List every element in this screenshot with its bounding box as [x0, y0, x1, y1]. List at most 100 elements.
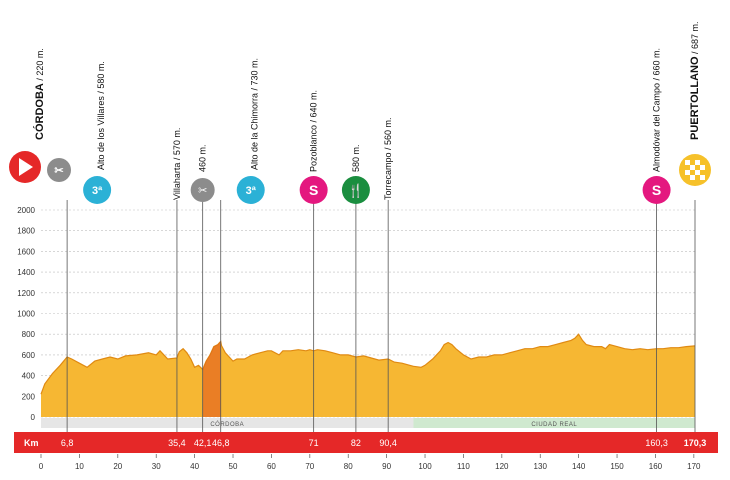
checkpoint-altitude: / 730 m.: [250, 58, 260, 93]
checkpoint-name: Villaharta: [172, 163, 182, 200]
finish-checker-cell: [690, 175, 695, 180]
checkpoint-name: CÓRDOBA: [33, 83, 46, 140]
checkpoint-altitude: / 570 m.: [172, 128, 182, 163]
checkpoint-altitude: / 660 m.: [652, 48, 662, 83]
checkpoint-altitude: / 560 m.: [383, 117, 393, 152]
region-label: CÓRDOBA: [210, 421, 244, 428]
checkpoint-lines: [66, 200, 696, 432]
feed-zone-glyph: 🍴: [348, 183, 364, 199]
finish-checker-cell: [690, 165, 695, 170]
checkpoint-name: 460 m.: [198, 144, 208, 172]
finish-checker-cell: [700, 165, 705, 170]
region-band-fill: [413, 418, 695, 428]
checkpoint-altitude: / 580 m.: [96, 61, 106, 96]
y-tick-label: 200: [22, 392, 36, 401]
x-tick-label: 150: [610, 462, 624, 471]
km-marker-label: 42,1: [194, 438, 212, 448]
sprint-label: S: [309, 182, 318, 198]
km-bar-background: [14, 432, 718, 453]
km-marker-label: 6,8: [61, 438, 74, 448]
y-tick-label: 800: [22, 330, 36, 339]
x-tick-label: 120: [495, 462, 509, 471]
climb-category-icon: [83, 176, 112, 204]
x-tick-label: 90: [382, 462, 391, 471]
axis-ticks: 0 200 400 600 800 1000 1200 1400 1600 1800 2000 0 10…: [17, 206, 701, 471]
neutral-start-glyph: ✂: [54, 165, 63, 177]
checkpoint-label: CÓRDOBA / 220 m.: [33, 48, 46, 140]
profile-line: [40, 333, 696, 395]
y-tick-label: 400: [22, 372, 36, 381]
feed-bag-icon: [190, 178, 215, 202]
climb-category-label: 3ª: [92, 185, 103, 197]
checkpoint-name: Alto de la Chimorra: [250, 93, 260, 170]
y-tick-label: 1400: [17, 268, 35, 277]
x-tick-label: 110: [457, 462, 470, 471]
checkpoint-labels: CÓRDOBA / 220 m. Alto de los Villares / 5…: [33, 21, 701, 200]
neutral-start-icon: [47, 158, 71, 182]
sprint-icon: [642, 176, 671, 204]
checkpoint-name: PUERTOLLANO: [689, 56, 701, 140]
region-label: CIUDAD REAL: [531, 422, 577, 428]
checkpoint-label: Alto de los Villares / 580 m.: [96, 61, 106, 170]
km-marker-label: 35,4: [168, 438, 186, 448]
y-tick-label: 2000: [17, 206, 35, 215]
x-tick-label: 50: [229, 462, 238, 471]
sprint-icon: [299, 176, 328, 204]
x-tick-label: 80: [344, 462, 353, 471]
x-tick-label: 160: [649, 462, 663, 471]
climb-category-icon: [236, 176, 265, 204]
checkpoint-name: Almodóvar del Campo: [652, 83, 662, 172]
checkpoint-altitude: / 687 m.: [690, 21, 700, 56]
climb-category-label: 3ª: [246, 185, 257, 197]
checkpoint-label: 580 m.: [351, 144, 361, 172]
x-tick-label: 140: [572, 462, 586, 471]
km-marker-label: 170,3: [684, 438, 707, 448]
sprint-label: S: [652, 182, 661, 198]
finish-checker-cell: [695, 160, 700, 165]
checkpoint-label: Torrecampo / 560 m.: [383, 117, 393, 200]
checkpoint-label: Alto de la Chimorra / 730 m.: [250, 58, 260, 170]
x-tick-label: 130: [534, 462, 548, 471]
km-marker-label: 160,3: [645, 438, 668, 448]
feed-bag-glyph: ✂: [198, 185, 207, 197]
x-tick-label: 40: [190, 462, 199, 471]
y-tick-label: 1600: [17, 247, 35, 256]
checkpoint-icons: ✂ 3ª ✂ 3ª S 🍴 S: [9, 151, 711, 204]
x-tick-label: 70: [305, 462, 314, 471]
km-bar-title: Km: [24, 438, 39, 448]
finish-checker-cell: [685, 170, 690, 175]
y-tick-label: 0: [31, 413, 36, 422]
checkpoint-label: Pozoblanco / 640 m.: [309, 90, 319, 172]
km-marker-label: 82: [351, 438, 361, 448]
x-tick-label: 60: [267, 462, 276, 471]
finish-checker-cell: [695, 170, 700, 175]
x-tick-label: 10: [75, 462, 84, 471]
checkpoint-label: Villaharta / 570 m.: [172, 128, 182, 200]
checkpoint-name: 580 m.: [351, 144, 361, 172]
y-tick-label: 600: [22, 351, 36, 360]
km-marker-label: 71: [309, 438, 319, 448]
x-tick-label: 170: [687, 462, 701, 471]
checkpoint-altitude: / 640 m.: [309, 90, 319, 125]
checkpoint-label: Almodóvar del Campo / 660 m.: [652, 48, 662, 172]
checkpoint-name: Torrecampo: [383, 152, 393, 200]
km-marker-label: 90,4: [379, 438, 397, 448]
checkpoint-label: 460 m.: [198, 144, 208, 172]
feed-zone-icon: [341, 176, 370, 204]
start-arrow-icon: [19, 158, 33, 176]
finish-checker-cell: [700, 175, 705, 180]
km-bar: Km 6,8 35,4 42,1 46,8 71 82 90,4 160,3 170,3: [14, 432, 718, 453]
region-band: CÓRDOBA CIUDAD REAL: [41, 418, 695, 428]
km-marker-label: 46,8: [212, 438, 230, 448]
region-band-fill: [41, 418, 414, 428]
checkpoint-name: Pozoblanco: [309, 125, 319, 172]
finish-checker-cell: [685, 160, 690, 165]
checkpoint-label: PUERTOLLANO / 687 m.: [689, 21, 701, 140]
checkpoint-altitude: / 220 m.: [35, 48, 45, 83]
y-tick-label: 1000: [17, 310, 35, 319]
elevation-profile: [40, 333, 696, 417]
x-tick-label: 20: [113, 462, 122, 471]
y-tick-label: 1200: [17, 289, 35, 298]
